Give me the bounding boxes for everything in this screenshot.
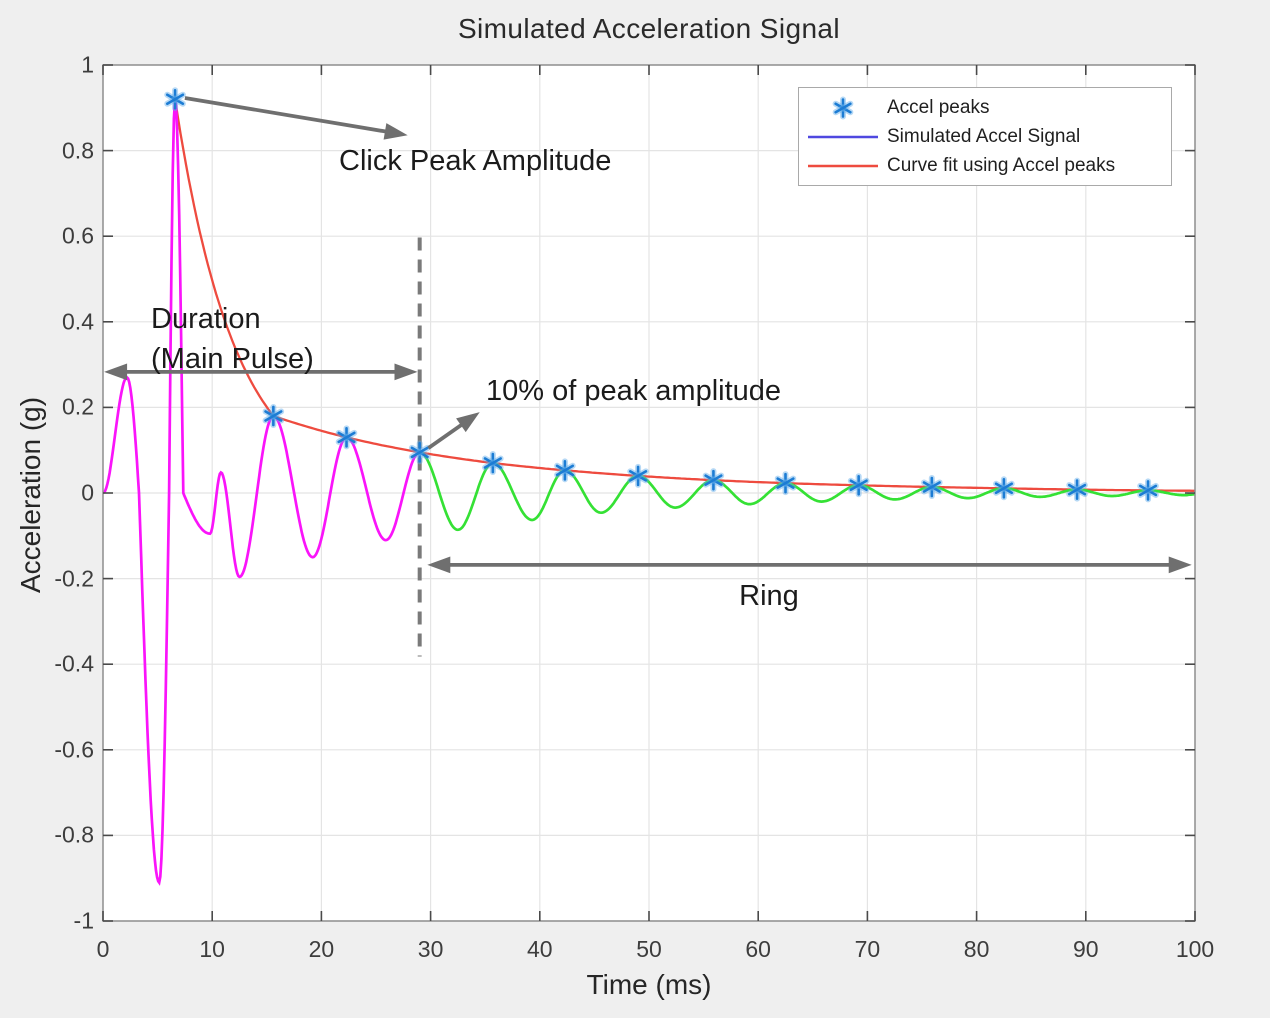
annotation-duration-main-pulse: Duration (Main Pulse) [151, 303, 314, 375]
x-tick-label: 60 [745, 936, 771, 962]
accel-peak-marker-1[interactable] [262, 403, 285, 428]
x-tick-label: 30 [417, 936, 444, 962]
y-tick-label: 0.6 [62, 222, 94, 249]
legend-item-label: Curve fit using Accel peaks [887, 154, 1116, 176]
x-tick-label: 10 [199, 936, 225, 962]
y-tick-label: -0.6 [54, 736, 94, 763]
legend-item-simulated-signal: Simulated Accel Signal [799, 122, 1171, 151]
legend-item-label: Simulated Accel Signal [887, 125, 1081, 147]
legend-item-accel-peaks: Accel peaks [799, 93, 1171, 122]
x-tick-label: 40 [527, 936, 553, 962]
y-tick-label: -1 [73, 907, 94, 934]
x-tick-label: 90 [1073, 936, 1099, 962]
blue-line-icon [799, 133, 887, 141]
accel-peak-marker-3[interactable] [408, 440, 431, 465]
legend-asterisk [832, 96, 854, 119]
annotation-ring: Ring [739, 580, 799, 612]
asterisk-marker-icon [799, 95, 887, 121]
red-line-icon [799, 162, 887, 170]
accel-peak-marker-12[interactable] [1066, 477, 1088, 502]
y-tick-label: 0.2 [62, 393, 94, 420]
x-tick-label: 80 [963, 936, 990, 962]
accel-peak-marker-4[interactable] [482, 451, 504, 476]
y-tick-label: -0.8 [54, 821, 94, 848]
y-tick-label: -0.2 [54, 565, 94, 592]
x-tick-label: 50 [636, 936, 662, 962]
legend: Accel peaks Simulated Accel Signal Curve… [798, 87, 1172, 186]
x-axis-label: Time (ms) [586, 969, 712, 1000]
y-tick-label: 0.8 [62, 137, 94, 164]
y-tick-label: 0 [81, 479, 94, 506]
accel-peak-marker-11[interactable] [993, 476, 1015, 501]
accel-peak-marker-6[interactable] [627, 463, 649, 488]
x-tick-label: 0 [96, 936, 110, 962]
accel-peak-marker-8[interactable] [774, 471, 797, 496]
y-tick-label: 0.4 [62, 308, 94, 335]
click-peak-arrow [184, 96, 397, 136]
accel-peak-marker-9[interactable] [847, 473, 870, 498]
accel-peak-marker-13[interactable] [1137, 478, 1159, 503]
x-tick-label: 100 [1175, 936, 1215, 962]
legend-item-label: Accel peaks [887, 96, 990, 118]
accel-peak-marker-0[interactable] [164, 87, 186, 112]
x-tick-label: 70 [854, 936, 881, 962]
x-tick-label: 20 [308, 936, 335, 962]
accel-peak-marker-2[interactable] [335, 425, 358, 450]
annotation-ten-percent-of-peak: 10% of peak amplitude [486, 375, 782, 407]
signal-ring [419, 450, 1195, 532]
accel-peak-marker-10[interactable] [921, 475, 943, 500]
legend-item-curve-fit: Curve fit using Accel peaks [799, 151, 1171, 180]
y-tick-label: 1 [81, 51, 94, 78]
accel-peak-marker-5[interactable] [554, 458, 576, 483]
y-tick-label: -0.4 [54, 650, 94, 677]
annotation-click-peak-amplitude: Click Peak Amplitude [339, 145, 612, 177]
chart-title: Simulated Acceleration Signal [457, 13, 841, 44]
accel-peak-marker-7[interactable] [702, 468, 725, 493]
signal-main-pulse [102, 99, 421, 886]
